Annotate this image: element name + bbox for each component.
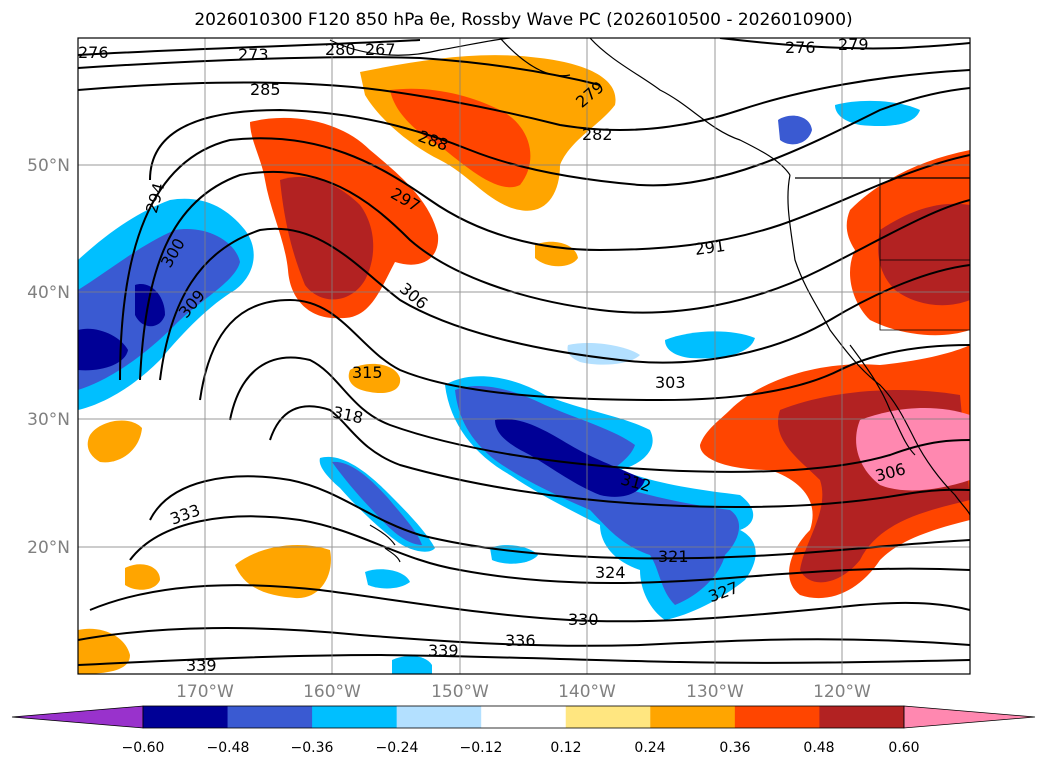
contour-line bbox=[149, 87, 970, 187]
positive-region-mid-small bbox=[348, 363, 401, 394]
negative-region-west-core bbox=[78, 328, 128, 371]
negative-region-canada bbox=[835, 100, 920, 127]
theta-e-contours bbox=[78, 38, 970, 666]
contour-label: 276 bbox=[785, 38, 816, 57]
colorbar-segment bbox=[734, 706, 820, 728]
colorbar-tick-label: −0.60 bbox=[122, 740, 165, 756]
negative-region-west-core-2 bbox=[135, 284, 165, 327]
contour-line bbox=[119, 137, 970, 381]
contour-line bbox=[199, 298, 970, 402]
negative-region-subtropical-band-core bbox=[495, 419, 645, 497]
colorbar-tick-label: 0.24 bbox=[634, 740, 665, 756]
colorbar: −0.60 −0.48 −0.36 −0.24 −0.12 0.12 0.24 … bbox=[11, 705, 1036, 756]
negative-region-bc-inland bbox=[778, 115, 812, 145]
contour-label: 303 bbox=[655, 373, 686, 392]
contour-label: 282 bbox=[582, 125, 613, 144]
negative-anomaly-shading bbox=[78, 100, 920, 674]
contour-label: 315 bbox=[352, 363, 383, 382]
longitude-tick-labels: 170°W 160°W 150°W 140°W 130°W 120°W bbox=[176, 682, 871, 702]
contour-label: 330 bbox=[568, 610, 599, 629]
contour-label: 336 bbox=[505, 631, 536, 650]
positive-region-central-north-pacific-core bbox=[280, 176, 374, 300]
colorbar-segments bbox=[11, 705, 1036, 729]
contour-label: 324 bbox=[595, 563, 626, 582]
colorbar-segment bbox=[819, 706, 905, 728]
contour-label: 273 bbox=[238, 45, 269, 64]
colorbar-tick-label: −0.12 bbox=[460, 740, 503, 756]
contour-label: 276 bbox=[78, 43, 109, 62]
coastline-hawaii bbox=[369, 524, 401, 563]
contour-label: 291 bbox=[693, 236, 726, 259]
contour-label: 321 bbox=[658, 547, 689, 566]
contour-line bbox=[229, 356, 970, 473]
colorbar-segment bbox=[565, 706, 651, 728]
contour-line bbox=[159, 227, 970, 381]
contour-line bbox=[78, 69, 970, 131]
colorbar-extend-low bbox=[11, 705, 144, 729]
contour-label: 339 bbox=[428, 641, 459, 660]
contour-label: 339 bbox=[186, 656, 217, 675]
contour-label: 280 bbox=[325, 40, 356, 59]
lat-tick-label: 50°N bbox=[27, 156, 70, 176]
negative-region-hawaii-band-core bbox=[332, 461, 422, 545]
positive-region-west-edge bbox=[87, 420, 142, 463]
contour-line bbox=[149, 475, 970, 560]
positive-region-small-west bbox=[125, 564, 160, 590]
contour-line bbox=[78, 39, 421, 56]
map-panel: 276 273 285 280 267 279 282 288 294 297 … bbox=[77, 35, 971, 675]
border-us-states bbox=[879, 178, 970, 331]
contour-label: 285 bbox=[250, 80, 281, 99]
lat-tick-label: 20°N bbox=[27, 538, 70, 558]
latitude-tick-labels: 50°N 40°N 30°N 20°N bbox=[27, 156, 70, 558]
colorbar-segment bbox=[312, 706, 398, 728]
colorbar-tick-label: −0.24 bbox=[376, 740, 419, 756]
contour-line bbox=[78, 56, 601, 86]
coastlines bbox=[329, 38, 970, 563]
contour-line bbox=[139, 170, 970, 381]
colorbar-tick-labels: −0.60 −0.48 −0.36 −0.24 −0.12 0.12 0.24 … bbox=[122, 740, 920, 756]
contour-label: 267 bbox=[365, 40, 396, 59]
map-frame bbox=[77, 37, 971, 675]
lon-tick-label: 150°W bbox=[431, 682, 489, 702]
colorbar-tick-label: 0.36 bbox=[719, 740, 750, 756]
lat-tick-label: 30°N bbox=[27, 410, 70, 430]
contour-line bbox=[78, 653, 970, 666]
colorbar-segment bbox=[481, 706, 567, 728]
colorbar-tick-label: −0.36 bbox=[291, 740, 334, 756]
negative-region-small-south-2 bbox=[392, 655, 432, 674]
contour-line bbox=[269, 405, 970, 508]
contour-label: 279 bbox=[838, 35, 869, 54]
negative-region-small-south-3 bbox=[365, 569, 410, 589]
colorbar-tick-label: 0.48 bbox=[803, 740, 834, 756]
positive-region-mexico-peak bbox=[856, 408, 970, 491]
lon-tick-label: 170°W bbox=[176, 682, 234, 702]
negative-region-off-california bbox=[665, 331, 755, 359]
lon-tick-label: 160°W bbox=[303, 682, 361, 702]
colorbar-tick-label: −0.48 bbox=[207, 740, 250, 756]
colorbar-tick-label: 0.60 bbox=[888, 740, 919, 756]
colorbar-segment bbox=[227, 706, 313, 728]
contour-line bbox=[78, 627, 970, 647]
colorbar-frame bbox=[142, 705, 905, 729]
lon-tick-label: 120°W bbox=[813, 682, 871, 702]
positive-anomaly-shading bbox=[78, 55, 970, 674]
colorbar-segment bbox=[396, 706, 482, 728]
lon-tick-label: 130°W bbox=[686, 682, 744, 702]
colorbar-extend-high bbox=[903, 705, 1036, 729]
coastline-north-america bbox=[787, 174, 970, 516]
lon-tick-label: 140°W bbox=[558, 682, 616, 702]
contour-line bbox=[719, 38, 970, 50]
contour-line bbox=[89, 584, 970, 623]
lat-tick-label: 40°N bbox=[27, 283, 70, 303]
gridlines bbox=[78, 38, 970, 674]
map-title: 2026010300 F120 850 hPa θe, Rossby Wave … bbox=[194, 10, 853, 30]
colorbar-segment bbox=[143, 706, 229, 728]
colorbar-segment bbox=[650, 706, 736, 728]
colorbar-tick-label: 0.12 bbox=[550, 740, 581, 756]
coastline-baja bbox=[849, 344, 916, 456]
contour-line bbox=[129, 515, 970, 584]
